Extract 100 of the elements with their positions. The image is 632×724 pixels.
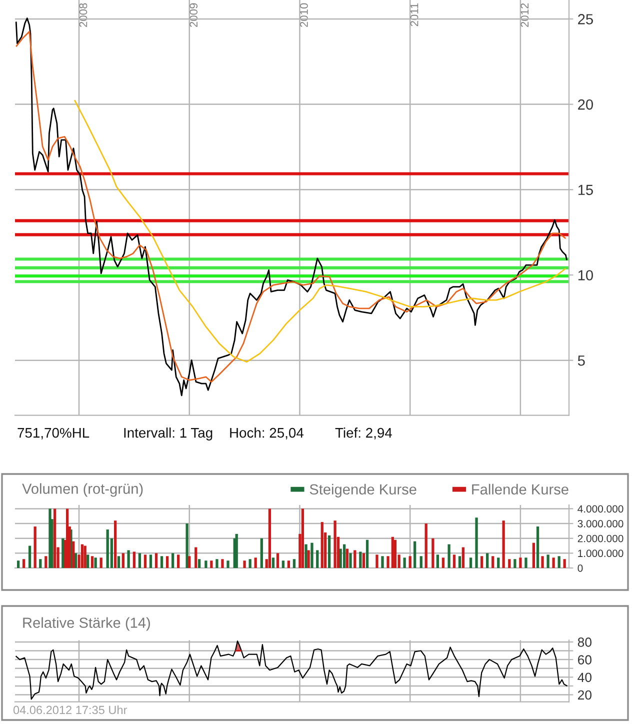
- y-tick-label: 20: [578, 99, 593, 110]
- bar: [226, 560, 230, 568]
- bar: [114, 520, 117, 568]
- y-tick-label: 40: [578, 672, 592, 682]
- bar: [558, 556, 560, 568]
- bar: [349, 553, 352, 568]
- text: Intervall: 1 Tag: [124, 428, 212, 440]
- bar: [339, 548, 342, 568]
- bar: [80, 544, 84, 568]
- bar: [436, 554, 439, 568]
- bar: [536, 526, 540, 568]
- bar: [469, 558, 472, 568]
- bar: [243, 560, 246, 568]
- bar: [62, 538, 64, 568]
- bar: [160, 556, 164, 568]
- y-tick-label: 2.000.000: [578, 534, 624, 542]
- bar: [403, 558, 406, 568]
- bar: [235, 534, 238, 568]
- bar: [28, 546, 32, 568]
- bar: [216, 559, 218, 568]
- bar: [210, 560, 213, 568]
- bar: [90, 556, 94, 568]
- bar: [144, 554, 147, 568]
- text: 04.06.2012 17:35 Uhr: [13, 705, 128, 714]
- bar: [44, 556, 48, 568]
- bar: [268, 508, 272, 568]
- legend-label: Steigende Kurse: [310, 484, 416, 498]
- bar: [282, 560, 284, 568]
- bar: [342, 544, 346, 568]
- bar: [117, 556, 120, 568]
- bar: [508, 559, 511, 568]
- legend-label: Fallende Kurse: [472, 484, 568, 495]
- y-tick-label: 5: [578, 356, 585, 366]
- bar: [132, 552, 136, 568]
- bar: [354, 550, 356, 568]
- bar: [424, 524, 428, 568]
- text: 751,70%HL: [18, 428, 90, 440]
- bar: [221, 559, 224, 568]
- bar: [552, 558, 555, 568]
- bar: [362, 553, 366, 568]
- chart-title: Relative Stärke (14): [23, 617, 150, 631]
- x-tick-label: 2012: [520, 3, 529, 27]
- bar: [414, 541, 416, 568]
- text: Hoch: 25,04: [230, 428, 304, 440]
- bar: [359, 552, 362, 568]
- bar: [346, 548, 349, 568]
- bar: [497, 558, 500, 568]
- bar: [519, 558, 522, 568]
- bar: [486, 553, 489, 568]
- bar: [287, 560, 290, 568]
- x-tick-label: 2008: [79, 3, 88, 27]
- bar: [122, 553, 124, 568]
- bar: [177, 554, 180, 568]
- bar: [376, 554, 378, 568]
- bar: [408, 556, 412, 568]
- bar: [66, 508, 69, 568]
- bar: [475, 518, 478, 568]
- bar: [171, 553, 174, 568]
- bar: [448, 544, 450, 568]
- bar: [154, 553, 158, 568]
- bar: [394, 540, 397, 568]
- bar: [149, 554, 152, 568]
- y-tick-label: 15: [578, 184, 593, 196]
- bar: [532, 542, 536, 568]
- bar: [307, 550, 310, 568]
- bar: [54, 508, 56, 568]
- bar: [254, 558, 257, 568]
- bar: [386, 556, 390, 568]
- y-tick-label: 10: [578, 270, 593, 280]
- y-tick-label: 20: [578, 690, 592, 700]
- bar: [452, 554, 456, 568]
- bar: [166, 556, 169, 568]
- bar: [260, 538, 263, 568]
- x-tick-label: 2009: [190, 3, 198, 27]
- bar: [106, 529, 109, 568]
- bar: [34, 526, 36, 568]
- bar: [276, 553, 280, 568]
- bar: [16, 560, 20, 568]
- bar: [541, 556, 544, 568]
- y-tick-label: 4.000.000: [578, 505, 624, 513]
- bar: [301, 508, 304, 568]
- y-tick-label: 60: [578, 655, 592, 664]
- bar: [320, 522, 324, 568]
- bar: [328, 535, 331, 568]
- bar: [186, 524, 188, 568]
- bar: [492, 556, 494, 568]
- bar: [100, 558, 102, 568]
- bar: [563, 559, 566, 568]
- bar: [316, 550, 319, 568]
- y-tick-label: 0: [578, 564, 583, 572]
- bar: [514, 559, 516, 568]
- bar: [502, 520, 505, 568]
- x-tick-label: 2010: [300, 3, 308, 27]
- bar: [462, 547, 464, 568]
- chart-title: Volumen (rot-grün): [22, 483, 143, 497]
- bar: [127, 550, 130, 568]
- bar: [304, 544, 308, 568]
- bar: [86, 554, 90, 568]
- bar: [22, 559, 26, 568]
- bar: [138, 553, 142, 568]
